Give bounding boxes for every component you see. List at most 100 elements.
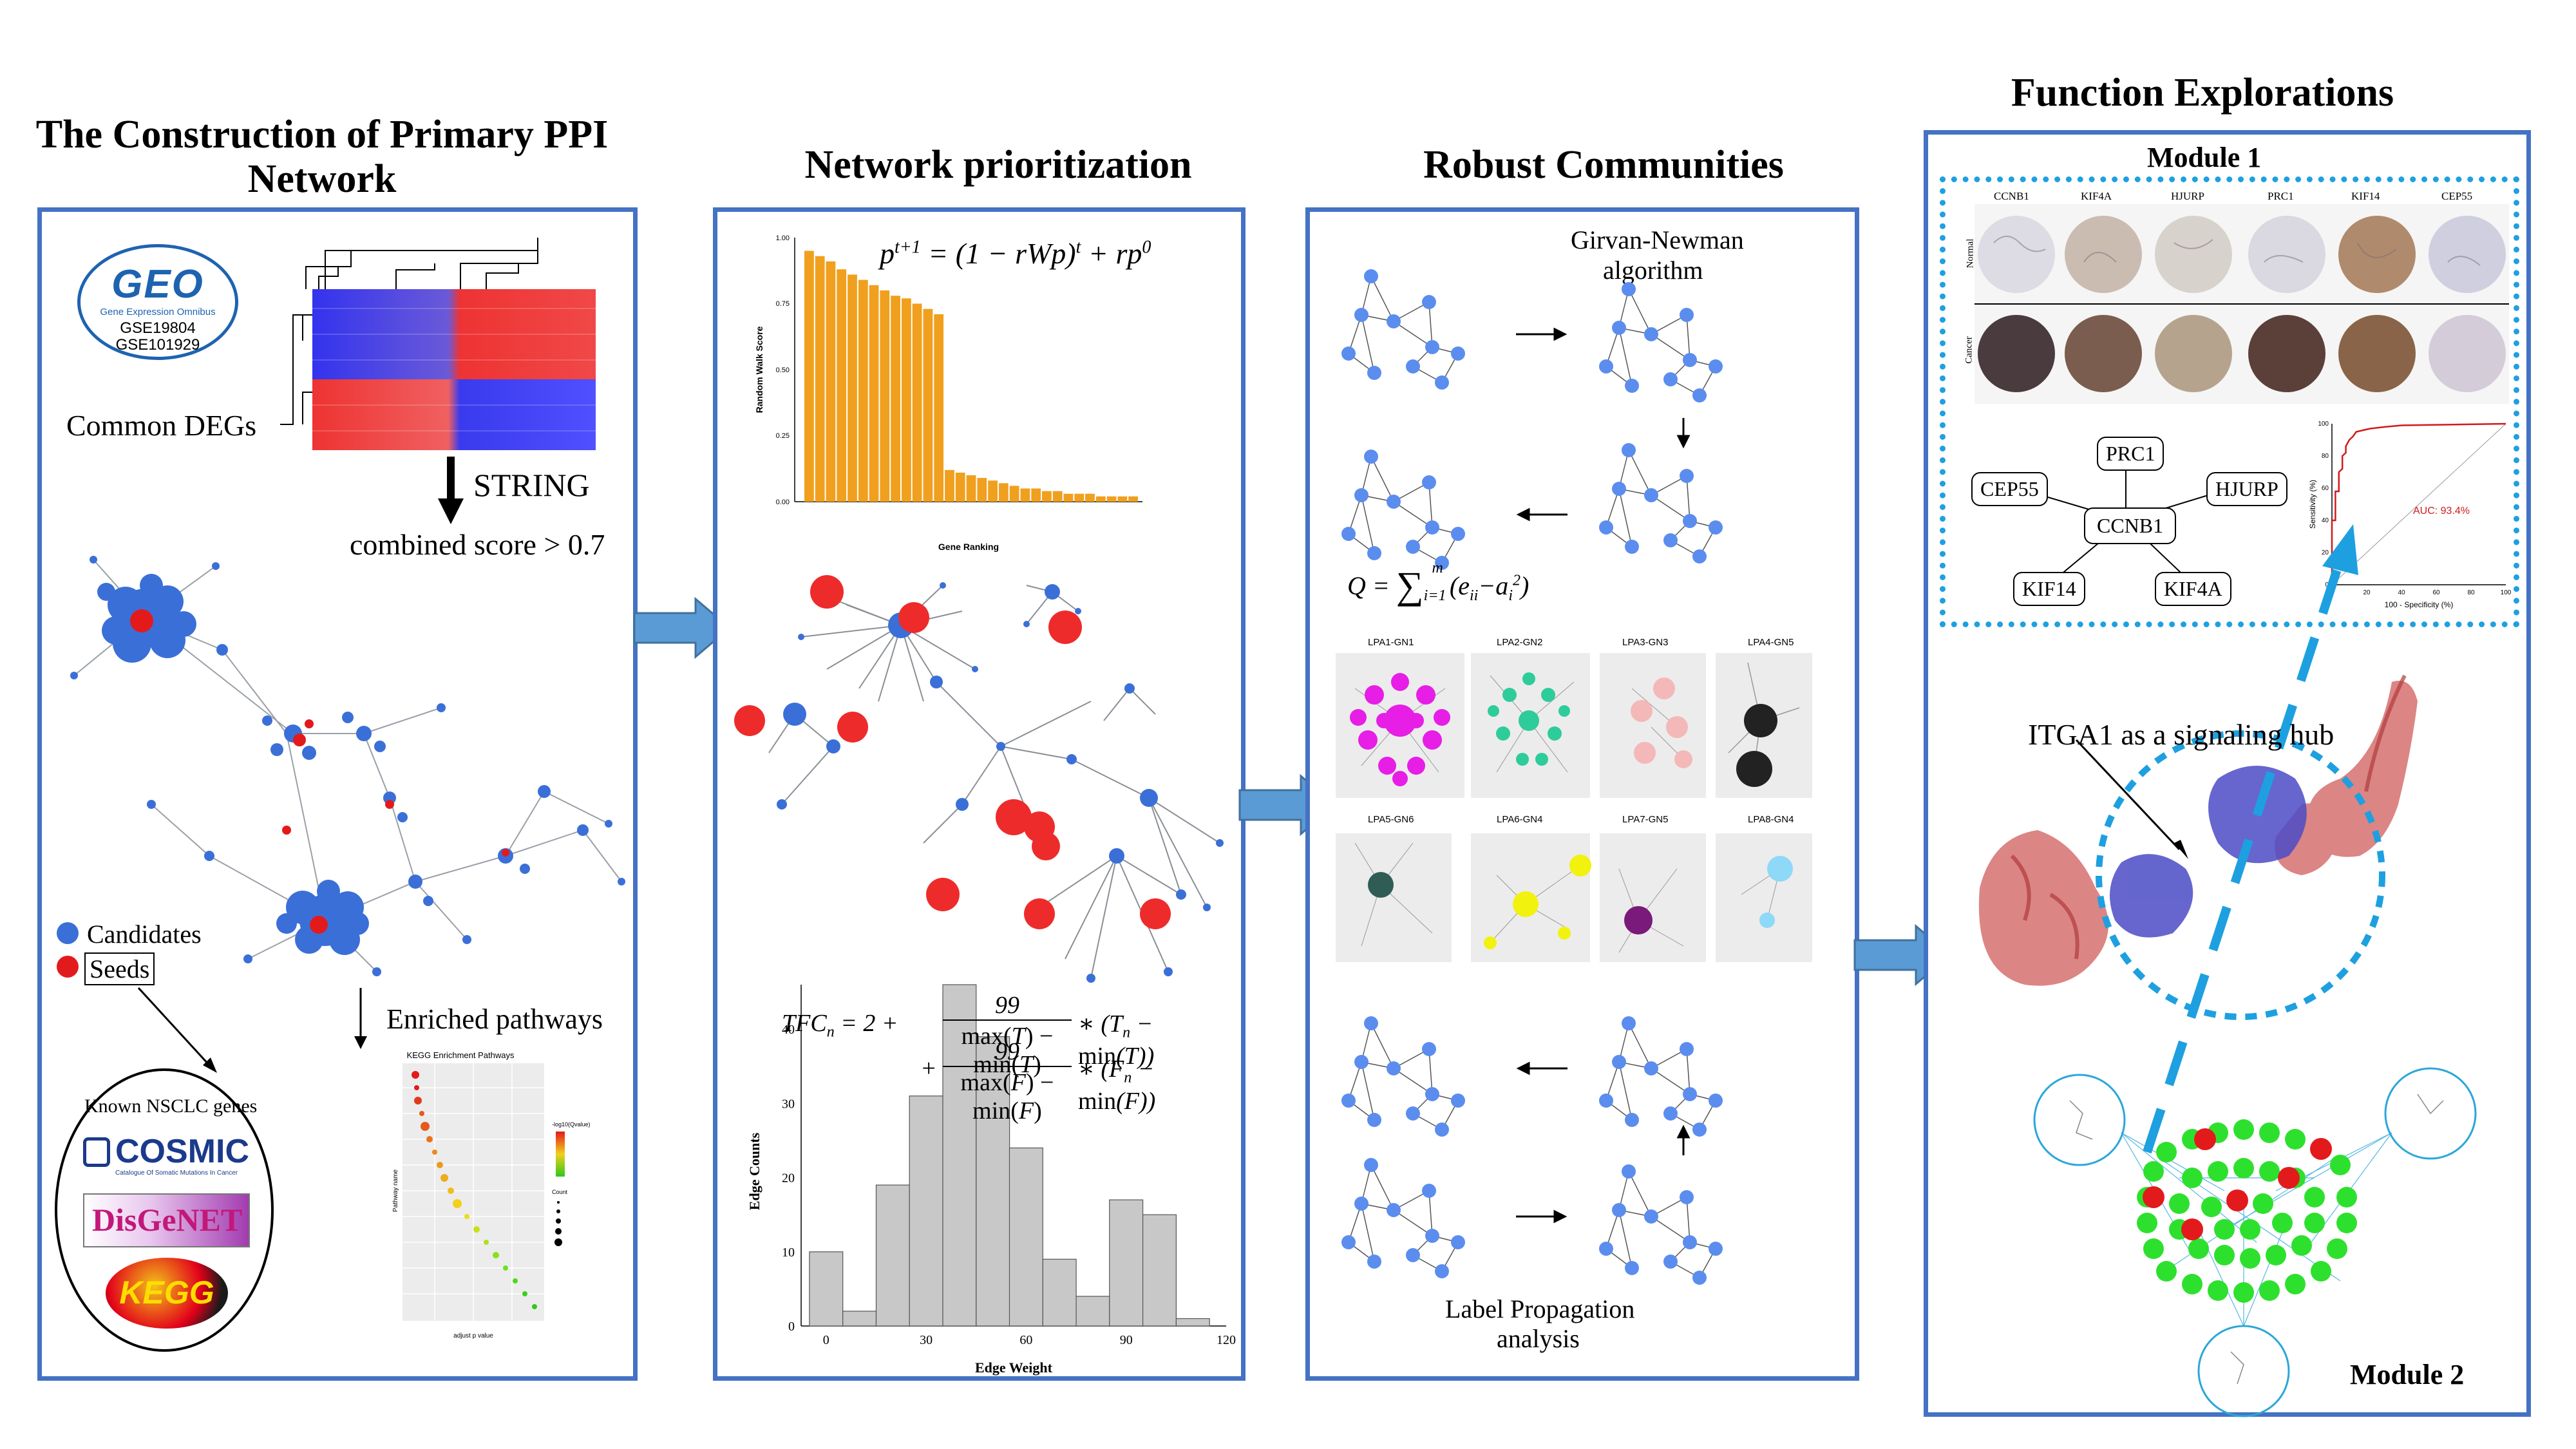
- module-2-network: [2033, 1067, 2477, 1417]
- rw-bar: [891, 296, 900, 502]
- hub-node-hjurp: HJURP: [2206, 472, 2287, 506]
- hist-bar: [1175, 1318, 1210, 1327]
- rw-bar: [912, 303, 922, 502]
- label-propagation-steps: [1341, 1016, 1723, 1285]
- gse-1: GSE19804: [120, 319, 196, 337]
- kegg-xlabel: adjust p value: [453, 1332, 493, 1340]
- module-1-box: CCNB1 KIF4A HJURP PRC1 KIF14 CEP55 Norma…: [1940, 176, 2519, 627]
- roc-ytick: 80: [2322, 453, 2329, 460]
- hist-xtick: 60: [1019, 1333, 1032, 1347]
- lpa-label-6: LPA6-GN4: [1497, 814, 1543, 825]
- hist-xtick: 0: [823, 1333, 829, 1347]
- hist-ytick: 10: [782, 1245, 795, 1260]
- girvan-newman-label-2: algorithm: [1603, 256, 1703, 285]
- lpa-label-7: LPA7-GN5: [1622, 814, 1669, 825]
- rwr-formula: pt+1 = (1 − rWp)t + rp0: [880, 237, 1151, 270]
- rw-bar: [1085, 493, 1095, 502]
- hist-bar: [875, 1184, 910, 1327]
- panel1: GEO Gene Expression Omnibus GSE19804 GSE…: [37, 207, 638, 1381]
- rw-bar: [1042, 491, 1052, 502]
- combined-score-label: combined score > 0.7: [350, 528, 605, 561]
- hist-ytick: 20: [782, 1171, 795, 1186]
- kegg-dots: [412, 1071, 537, 1309]
- rw-bar: [998, 483, 1009, 502]
- roc-ytick: 100: [2318, 421, 2329, 428]
- ihc-gene-2: KIF4A: [2081, 190, 2112, 202]
- common-degs-label: Common DEGs: [66, 409, 257, 442]
- rw-bar: [1128, 496, 1138, 502]
- rw-bar: [1020, 488, 1030, 502]
- module-1-label: Module 1: [2147, 142, 2262, 173]
- lpa-label-4: LPA4-GN5: [1748, 637, 1794, 648]
- lpa-label-8: LPA8-GN4: [1748, 814, 1794, 825]
- panel2-title: Network prioritization: [804, 143, 1192, 187]
- rw-bar: [1074, 493, 1084, 502]
- geo-logo-text: GEO: [111, 262, 204, 307]
- hist-ytick: 30: [782, 1097, 795, 1111]
- hist-bar: [909, 1095, 943, 1327]
- roc-ytick: 60: [2322, 485, 2329, 492]
- lpa-label-5: LPA5-GN6: [1368, 814, 1414, 825]
- ihc-grid: CCNB1 KIF4A HJURP PRC1 KIF14 CEP55 Norma…: [1958, 190, 2509, 404]
- prioritized-network: [734, 575, 1224, 983]
- panel4: Module 1 CCNB1 KIF4A HJURP PRC1 KIF14 CE…: [1924, 130, 2531, 1417]
- itga1-protein-structure: [1978, 524, 2418, 1154]
- ihc-tissue-cores: [1975, 204, 2509, 404]
- ihc-gene-5: KIF14: [2351, 190, 2380, 202]
- kegg-ylabel: Pathway name: [392, 1169, 399, 1212]
- kegg-logo-text: KEGG: [119, 1274, 214, 1311]
- cosmic-emblem-icon: [83, 1137, 110, 1167]
- roc-xtick: 100: [2501, 589, 2512, 596]
- rw-bar: [1009, 486, 1019, 502]
- legend-seeds-label: Seeds: [84, 952, 155, 985]
- rw-bar: [1052, 491, 1063, 502]
- rw-bar: [1063, 493, 1074, 502]
- connector-arrowhead: [2322, 524, 2358, 575]
- hist-ytick: 40: [782, 1023, 795, 1037]
- roc-xtick: 40: [2398, 589, 2405, 596]
- rw-bar: [848, 274, 857, 502]
- kegg-dotplot: KEGG Enrichment Pathways adjust p value …: [392, 1050, 591, 1340]
- roc-xlabel: 100 - Specificity (%): [2385, 600, 2454, 609]
- panel2: pt+1 = (1 − rWp)t + rp0 0.00 0.25 0.50 0…: [713, 207, 1245, 1381]
- modularity-formula: Q = ∑i=1m (eii−ai2): [1347, 560, 1530, 607]
- ihc-gene-4: PRC1: [2268, 190, 2294, 202]
- disgenet-logo-text: DisGeNET: [92, 1202, 243, 1238]
- kegg-legend-size-title: Count: [552, 1189, 568, 1195]
- label-propagation-label-1: Label Propagation: [1445, 1294, 1635, 1323]
- hist-bar: [1109, 1199, 1144, 1327]
- rw-bar: [1095, 496, 1106, 502]
- rw-ytick: 0.25: [776, 432, 790, 440]
- cosmic-logo: COSMIC Catalogue Of Somatic Mutations In…: [83, 1132, 257, 1184]
- hist-bar: [1009, 1147, 1043, 1327]
- panel4-title: Function Explorations: [2011, 71, 2394, 115]
- girvan-newman-steps: [1341, 269, 1723, 571]
- rw-bar: [815, 256, 825, 502]
- panel1-title: The Construction of Primary PPI Network: [35, 113, 609, 202]
- rw-bar: [804, 251, 814, 502]
- cosmic-logo-text: COSMIC: [115, 1133, 249, 1170]
- module-2-label: Module 2: [2350, 1359, 2465, 1390]
- enriched-pathways-label: Enriched pathways: [386, 1003, 603, 1035]
- hist-xlabel: Edge Weight: [975, 1359, 1053, 1376]
- hist-bar: [976, 1036, 1010, 1327]
- geo-logo: GEO Gene Expression Omnibus GSE19804 GSE…: [77, 244, 238, 360]
- roc-curve: AUC: 93.4% Sensitivity (%) 100 - Specifi…: [2308, 421, 2512, 609]
- hub-highlight-circle: [2096, 730, 2385, 1020]
- connector-dashed-line: [2143, 558, 2345, 1154]
- kegg-title: KEGG Enrichment Pathways: [407, 1050, 515, 1060]
- hist-xtick: 30: [920, 1333, 933, 1347]
- rw-xlabel: Gene Ranking: [938, 542, 999, 552]
- hub-node-ccnb1: CCNB1: [2084, 507, 2177, 544]
- hist-xtick: 90: [1120, 1333, 1133, 1347]
- rw-bar: [1117, 496, 1128, 502]
- rw-axes: [794, 238, 1142, 502]
- roc-ytick: 40: [2322, 517, 2329, 524]
- hist-bar: [809, 1251, 844, 1327]
- rw-ytick: 1.00: [776, 234, 790, 242]
- rw-bar: [955, 472, 965, 502]
- rw-bar: [826, 261, 836, 502]
- rw-ylabel: Random Walk Score: [754, 326, 764, 413]
- cosmic-subtitle: Catalogue Of Somatic Mutations In Cancer: [115, 1170, 238, 1177]
- rw-bar: [945, 469, 954, 502]
